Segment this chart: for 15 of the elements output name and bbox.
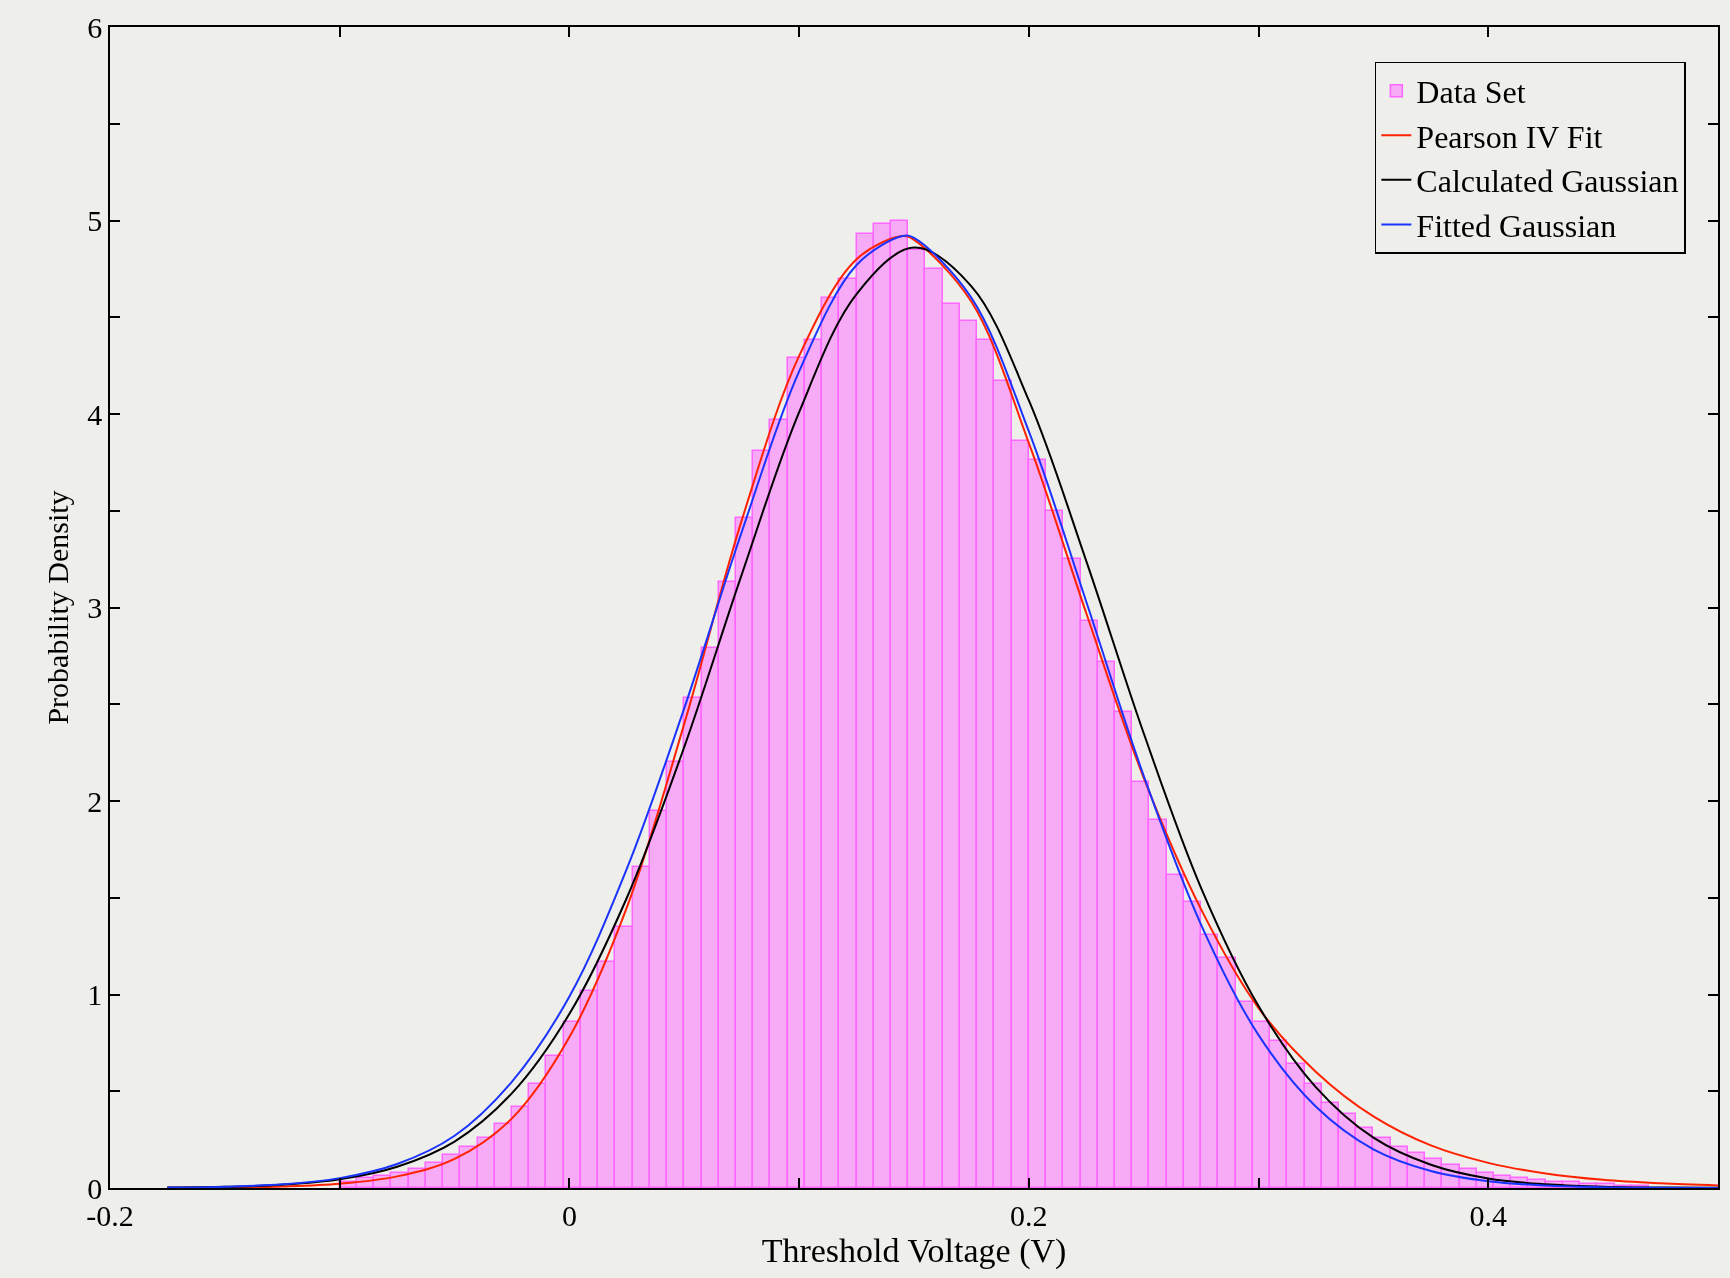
y-tick-label: 3 [87,591,103,624]
x-axis-title: Threshold Voltage (V) [761,1231,1067,1270]
y-tick-label: 1 [87,978,103,1011]
x-tick-label: 0.4 [1469,1198,1508,1232]
y-tick-label: 2 [87,784,103,818]
legend-label: Fitted Gaussian [1416,207,1617,244]
legend-label: Pearson IV Fit [1416,118,1603,155]
x-tick-label: 0 [561,1198,577,1232]
legend-label: Data Set [1416,74,1526,111]
x-tick-label: 0.2 [1010,1198,1048,1232]
y-axis-title: Probability Density [40,490,74,725]
y-tick-label: 5 [87,204,103,237]
y-tick-label: 6 [87,10,103,44]
legend-label: Calculated Gaussian [1416,163,1679,200]
y-tick-label: 4 [87,397,103,431]
